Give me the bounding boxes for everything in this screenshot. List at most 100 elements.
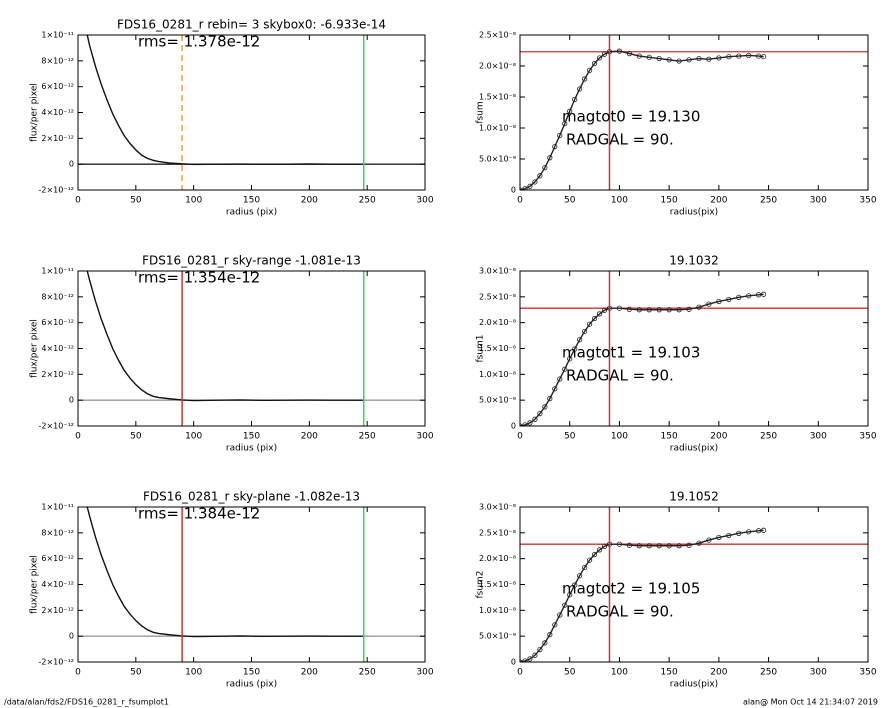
x-tick-label: 350 — [859, 196, 876, 206]
point — [532, 652, 538, 658]
point — [676, 307, 682, 313]
point — [557, 132, 563, 139]
point — [532, 179, 538, 185]
x-tick-label: 100 — [611, 668, 628, 678]
series-line — [86, 271, 364, 402]
series-line — [520, 50, 764, 190]
point — [756, 528, 762, 534]
point — [626, 542, 632, 548]
point — [726, 296, 732, 303]
x-tick-label: 250 — [359, 668, 376, 678]
point — [636, 543, 642, 549]
point — [596, 547, 603, 553]
point — [562, 121, 568, 127]
point — [656, 55, 662, 62]
point — [582, 76, 588, 82]
annotation: rms= 1.354e-12 — [138, 269, 260, 287]
y-tick-label: 1.0×10⁻⁸ — [479, 124, 516, 133]
point — [736, 530, 742, 536]
y-tick-label: 5.0×10⁻⁹ — [479, 396, 516, 405]
point — [596, 55, 603, 61]
annotation: RADGAL = 90. — [566, 603, 674, 621]
x-tick-label: 0 — [75, 432, 81, 442]
point — [582, 564, 588, 571]
y-tick-label: 8×10⁻¹² — [41, 56, 74, 65]
point — [666, 57, 672, 63]
x-tick-label: 150 — [661, 196, 678, 206]
y-tick-label: 1.5×10⁻⁸ — [479, 344, 516, 353]
point — [542, 640, 548, 646]
point — [562, 602, 568, 608]
chart-title: 19.1032 — [669, 254, 719, 268]
x-tick-label: 0 — [517, 196, 523, 206]
point — [646, 307, 652, 313]
y-tick-label: 1.0×10⁻⁸ — [479, 370, 516, 379]
point — [522, 422, 528, 426]
point — [552, 144, 558, 150]
x-tick-label: 200 — [710, 196, 727, 206]
footer-stamp: alan@ Mon Oct 14 21:34:07 2019 — [743, 698, 878, 707]
x-tick-label: 200 — [301, 668, 318, 678]
point — [562, 366, 568, 372]
y-tick-label: 5.0×10⁻⁹ — [479, 155, 516, 164]
point — [527, 420, 533, 426]
x-tick-label: 50 — [564, 668, 576, 678]
point — [591, 60, 598, 67]
point — [716, 55, 722, 61]
x-tick-label: 0 — [75, 668, 81, 678]
y-tick-label: 2.5×10⁻⁸ — [479, 528, 516, 537]
point — [577, 86, 583, 92]
point — [572, 582, 578, 588]
y-tick-label: 4×10⁻¹² — [41, 108, 74, 117]
chart-title: FDS16_0281_r sky-plane -1.082e-13 — [143, 490, 360, 504]
y-axis-label: flux/per pixel — [30, 319, 40, 378]
y-tick-label: -2×10⁻¹² — [39, 422, 75, 431]
annotation: magtot1 = 19.103 — [562, 344, 700, 362]
point — [746, 529, 752, 535]
plot-area — [78, 35, 425, 190]
point — [572, 346, 578, 352]
y-tick-label: 3.0×10⁻⁸ — [479, 267, 516, 276]
y-tick-label: 2.0×10⁻⁸ — [479, 554, 516, 563]
point — [760, 527, 767, 533]
x-tick-label: 250 — [359, 196, 376, 206]
x-tick-label: 100 — [611, 432, 628, 442]
x-axis-label: radius (pix) — [226, 680, 277, 690]
point — [586, 321, 593, 327]
x-tick-label: 250 — [359, 432, 376, 442]
x-tick-label: 150 — [243, 432, 260, 442]
point — [656, 543, 662, 549]
point — [760, 291, 767, 297]
y-tick-label: 8×10⁻¹² — [41, 292, 74, 301]
y-tick-label: 1.0×10⁻⁸ — [479, 606, 516, 615]
y-tick-label: 1.5×10⁻⁸ — [479, 580, 516, 589]
x-tick-label: 50 — [564, 196, 576, 206]
point — [756, 53, 762, 59]
point — [636, 307, 642, 313]
point — [537, 646, 543, 653]
x-tick-label: 0 — [75, 196, 81, 206]
x-tick-label: 300 — [416, 432, 433, 442]
point — [706, 56, 712, 62]
point — [572, 96, 578, 103]
point — [601, 543, 608, 549]
point — [527, 656, 533, 662]
x-tick-label: 200 — [710, 432, 727, 442]
x-tick-label: 200 — [301, 196, 318, 206]
point — [586, 67, 593, 73]
plot-area — [520, 35, 868, 190]
y-tick-label: 6×10⁻¹² — [41, 82, 74, 91]
chart-title: 19.1052 — [669, 490, 719, 504]
point — [547, 632, 553, 638]
x-tick-label: 250 — [760, 432, 777, 442]
point — [646, 54, 652, 60]
y-axis-label: flux/per pixel — [30, 83, 40, 142]
y-tick-label: 2×10⁻¹² — [41, 370, 74, 379]
x-tick-label: 50 — [130, 432, 142, 442]
point — [537, 410, 543, 417]
y-tick-label: -2×10⁻¹² — [39, 186, 75, 195]
point — [552, 386, 558, 392]
point — [591, 551, 598, 558]
point — [646, 543, 652, 549]
